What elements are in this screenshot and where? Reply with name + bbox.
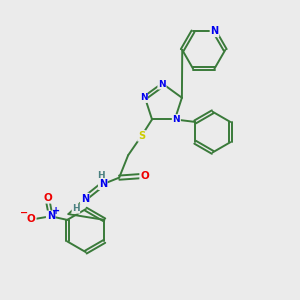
Text: O: O — [27, 214, 36, 224]
Text: N: N — [99, 179, 107, 189]
Text: N: N — [210, 26, 219, 36]
Text: +: + — [52, 206, 60, 216]
Text: H: H — [98, 171, 105, 180]
Text: N: N — [47, 211, 55, 221]
Text: N: N — [140, 93, 147, 102]
Text: N: N — [158, 80, 166, 89]
Text: H: H — [72, 204, 80, 213]
Text: O: O — [44, 193, 52, 203]
Text: −: − — [20, 208, 28, 218]
Text: N: N — [81, 194, 89, 204]
Text: N: N — [172, 115, 180, 124]
Text: O: O — [140, 171, 149, 181]
Text: S: S — [138, 131, 145, 141]
